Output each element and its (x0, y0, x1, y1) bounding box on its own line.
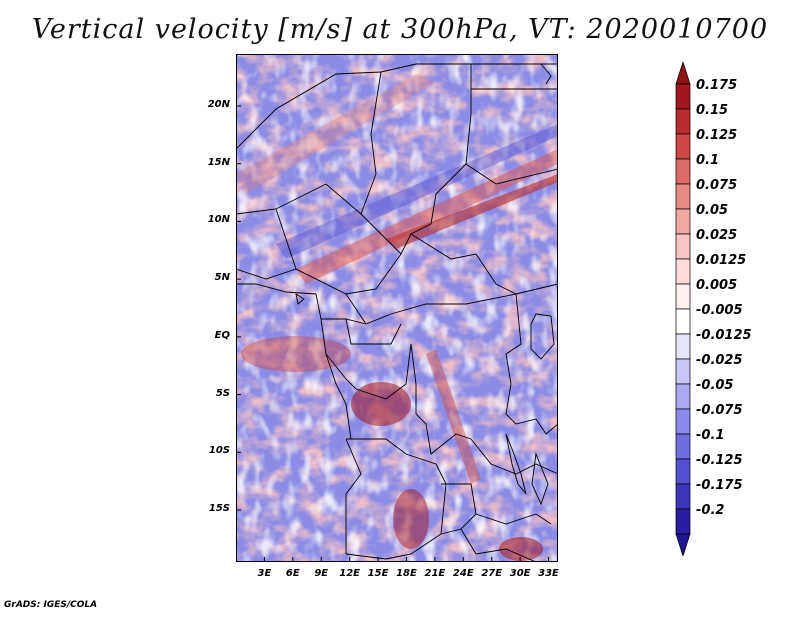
lon-tick-label: 18E (396, 568, 417, 579)
colorbar-swatch (675, 458, 691, 485)
lat-tick-label: EQ (214, 329, 230, 341)
colorbar-level-label: -0.1 (696, 428, 725, 443)
colorbar-swatch (675, 108, 691, 135)
colorbar-swatch (675, 383, 691, 410)
lon-tick-label: 3E (257, 568, 272, 579)
colorbar-level-label: 0.0125 (696, 253, 747, 268)
chart-title: Vertical velocity [m/s] at 300hPa, VT: 2… (31, 14, 769, 45)
colorbar-level-label: -0.075 (696, 403, 743, 418)
lon-tick-label: 30E (509, 568, 531, 579)
jet-band-strong (386, 174, 558, 249)
lon-tick-label: 33E (538, 568, 559, 579)
lat-tick-label: 15S (208, 503, 230, 515)
colorbar-level-label: 0.125 (696, 128, 738, 143)
colorbar (675, 62, 691, 556)
footer-credit: GrADS: IGES/COLA (4, 600, 98, 610)
colorbar-level-label: 0.075 (696, 178, 738, 193)
colorbar-level-label: -0.005 (696, 303, 743, 318)
colorbar-swatch (675, 408, 691, 435)
colorbar-swatch (675, 483, 691, 510)
colorbar-level-label: 0.005 (696, 278, 738, 293)
colorbar-swatch (675, 358, 691, 385)
colorbar-level-label: 0.1 (696, 153, 720, 168)
lon-tick-label: 9E (314, 568, 329, 579)
jet-band-north (236, 74, 436, 194)
jet-band-positive (296, 149, 558, 284)
lat-tick-label: 15N (207, 156, 230, 168)
lon-tick-label: 21E (424, 568, 446, 579)
lat-tick-label: 10N (207, 214, 230, 226)
colorbar-level-label: -0.125 (696, 453, 743, 468)
colorbar-level-label: -0.2 (696, 503, 725, 518)
lon-tick-label: 27E (481, 568, 503, 579)
lat-tick-label: 20N (207, 98, 230, 110)
lon-tick-label: 24E (452, 568, 474, 579)
lon-tick-label: 12E (339, 568, 361, 579)
convection-line-central (426, 349, 481, 484)
map-panel (236, 54, 558, 562)
colorbar-swatch (675, 333, 691, 360)
lon-tick-label: 15E (367, 568, 389, 579)
country-borders (236, 63, 558, 562)
map-frame (236, 54, 558, 562)
colorbar-swatch (675, 158, 691, 185)
colorbar-swatch (675, 283, 691, 310)
lat-tick-label: 5N (214, 272, 230, 284)
lat-tick-label: 5S (215, 387, 230, 399)
colorbar-swatch (675, 83, 691, 110)
colorbar-swatch (675, 183, 691, 210)
convection-core-southeast (499, 537, 543, 561)
colorbar-swatch (675, 308, 691, 335)
colorbar-level-label: 0.05 (696, 203, 729, 218)
colorbar-swatch (675, 433, 691, 460)
colorbar-swatch (675, 508, 691, 535)
colorbar-top-arrow (675, 62, 691, 85)
velocity-field-map (236, 54, 558, 562)
lon-tick-label: 6E (285, 568, 300, 579)
convection-core-south (393, 489, 429, 549)
jet-band-negative (276, 124, 558, 259)
colorbar-swatch (675, 208, 691, 235)
convection-core-congo (351, 382, 411, 426)
colorbar-level-label: 0.175 (696, 78, 738, 93)
colorbar-level-label: -0.175 (696, 478, 743, 493)
colorbar-level-label: -0.0125 (696, 328, 752, 343)
field-noise-zero (236, 54, 558, 562)
colorbar-level-label: -0.025 (696, 353, 743, 368)
colorbar-level-label: 0.15 (696, 103, 729, 118)
colorbar-level-label: 0.025 (696, 228, 738, 243)
convection-band-equator (241, 336, 351, 372)
colorbar-swatch (675, 133, 691, 160)
lat-tick-label: 10S (208, 445, 230, 457)
colorbar-swatch (675, 258, 691, 285)
colorbar-level-label: -0.05 (696, 378, 734, 393)
colorbar-swatch (675, 233, 691, 260)
colorbar-bottom-arrow (675, 533, 691, 556)
